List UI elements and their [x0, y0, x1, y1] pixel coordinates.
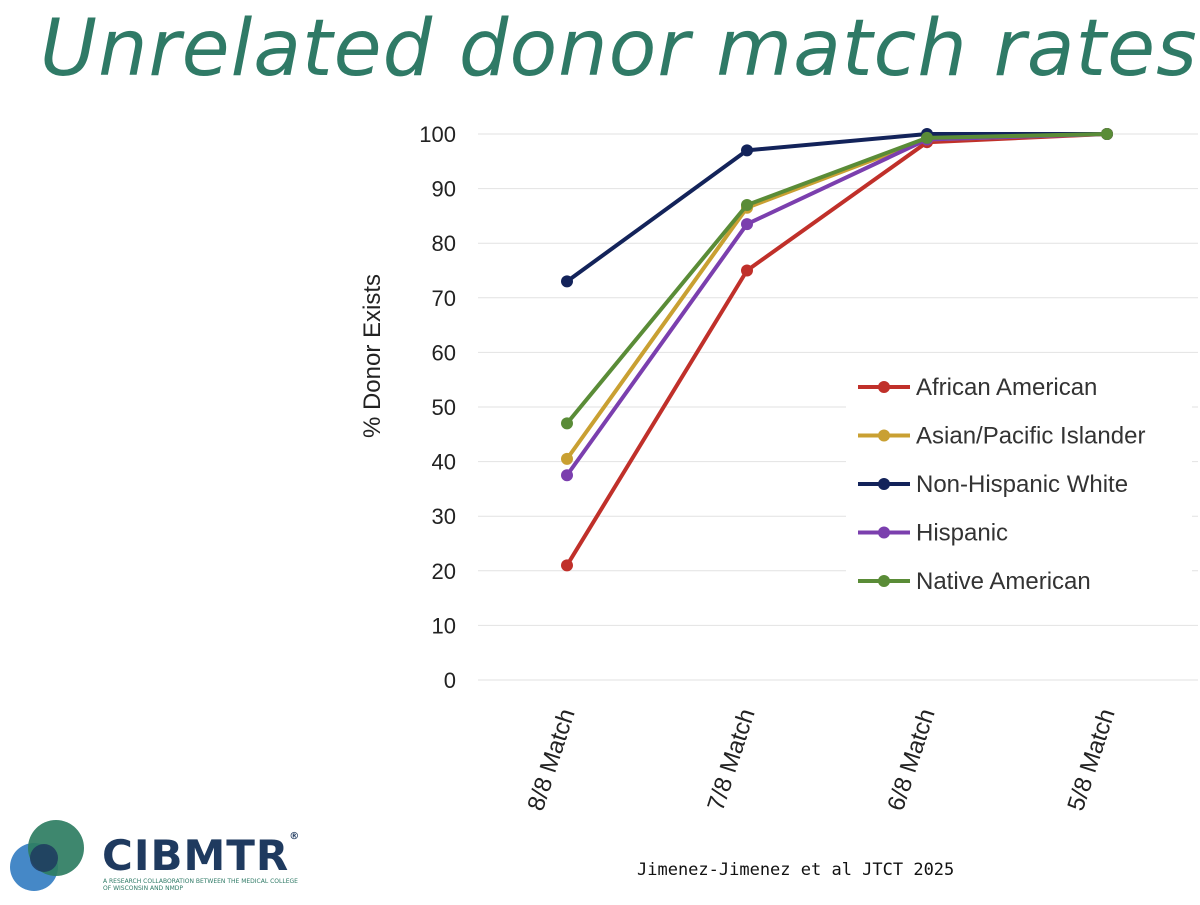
y-tick-label: 10 [432, 613, 456, 638]
series [561, 128, 1113, 572]
x-tick-label: 7/8 Match [702, 706, 760, 815]
y-tick-label: 50 [432, 395, 456, 420]
data-point [561, 417, 573, 430]
x-axis-ticks: 8/8 Match 7/8 Match 6/8 Match 5/8 Match [522, 706, 1120, 815]
legend: African American Asian/Pacific Islander No… [846, 362, 1192, 610]
legend-label: Hispanic [916, 520, 1008, 547]
y-tick-label: 40 [432, 450, 456, 475]
series-line [565, 132, 1108, 425]
y-tick-label: 20 [432, 559, 456, 584]
legend-swatch-marker [878, 526, 890, 539]
legend-item: Non-Hispanic White [858, 471, 1128, 498]
y-tick-label: 0 [444, 668, 456, 693]
legend-item: Hispanic [858, 520, 1008, 547]
y-tick-label: 90 [432, 177, 456, 202]
data-point [741, 198, 753, 211]
data-point [561, 469, 573, 482]
cibmtr-logo: CIBMTR® A Research Collaboration Between… [6, 815, 306, 900]
data-point [741, 264, 753, 277]
slide-title: Unrelated donor match rates [40, 4, 1198, 94]
data-point [741, 144, 753, 157]
logo-tagline: A Research Collaboration Between the Med… [103, 878, 298, 892]
x-tick-label: 6/8 Match [882, 706, 940, 815]
legend-label: Asian/Pacific Islander [916, 423, 1145, 450]
y-axis-ticks: 0 10 20 30 40 50 60 70 80 90 100 [419, 122, 456, 693]
citation: Jimenez-Jimenez et al JTCT 2025 [637, 860, 955, 880]
y-tick-label: 30 [432, 504, 456, 529]
data-point [921, 131, 933, 144]
y-axis-label: % Donor Exists [359, 274, 386, 438]
legend-label: Native American [916, 568, 1091, 595]
data-point [741, 218, 753, 231]
x-tick-label: 8/8 Match [522, 706, 580, 815]
logo-mark-icon [10, 820, 84, 891]
series-native-american [561, 128, 1113, 430]
legend-swatch-marker [878, 575, 890, 587]
legend-item: African American [858, 374, 1097, 401]
data-point [561, 559, 573, 572]
data-point [1101, 128, 1113, 140]
legend-swatch-marker [878, 478, 890, 490]
legend-label: African American [916, 374, 1097, 401]
data-point [561, 275, 573, 288]
y-tick-label: 100 [419, 122, 456, 147]
y-tick-label: 80 [432, 231, 456, 256]
legend-label: Non-Hispanic White [916, 471, 1128, 498]
x-tick-label: 5/8 Match [1062, 706, 1120, 815]
y-tick-label: 60 [432, 340, 456, 365]
data-point [561, 452, 573, 465]
legend-swatch-marker [878, 429, 890, 442]
logo-wordmark: CIBMTR® [102, 831, 301, 880]
legend-item: Asian/Pacific Islander [858, 423, 1145, 450]
y-tick-label: 70 [432, 286, 456, 311]
legend-swatch-marker [878, 381, 890, 393]
legend-item: Native American [858, 568, 1091, 595]
